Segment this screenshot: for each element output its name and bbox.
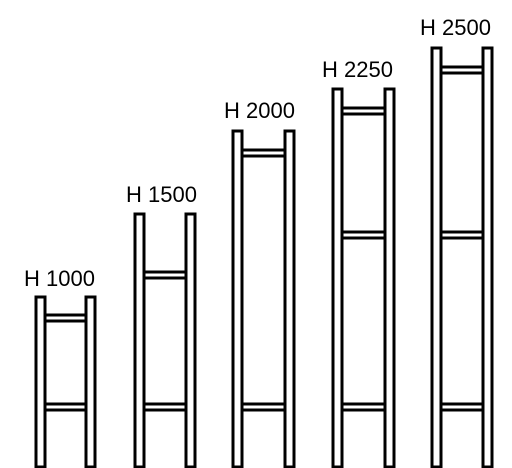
crossbar-bottom (240, 402, 287, 412)
frame-h2500: H 2500 (420, 15, 494, 468)
crossbar-middle (439, 230, 485, 240)
crossbar-bottom (340, 402, 387, 412)
right-post (184, 212, 197, 468)
frame-h2250: H 2250 (322, 57, 396, 468)
frame-h1000: H 1000 (24, 266, 97, 468)
right-post (481, 46, 494, 468)
left-post (231, 129, 244, 468)
crossbar-top (43, 313, 88, 323)
crossbar-bottom (43, 402, 88, 412)
right-post (84, 295, 97, 468)
left-post (133, 212, 146, 468)
crossbar-top (142, 270, 188, 280)
frame-label: H 2250 (322, 57, 393, 82)
crossbar-bottom (142, 402, 188, 412)
left-post (430, 46, 443, 468)
frame-h2000: H 2000 (224, 98, 296, 468)
crossbar-top (340, 106, 387, 116)
crossbar-top (439, 65, 485, 75)
frame-h1500: H 1500 (126, 182, 197, 468)
left-post (34, 295, 47, 468)
frame-label: H 1500 (126, 182, 197, 207)
frame-label: H 1000 (24, 266, 95, 291)
crossbar-middle (340, 230, 387, 240)
right-post (383, 87, 396, 468)
crossbar-top (240, 148, 287, 158)
frame-label: H 2500 (420, 15, 491, 40)
right-post (283, 129, 296, 468)
frame-label: H 2000 (224, 98, 295, 123)
left-post (331, 87, 344, 468)
crossbar-bottom (439, 402, 485, 412)
